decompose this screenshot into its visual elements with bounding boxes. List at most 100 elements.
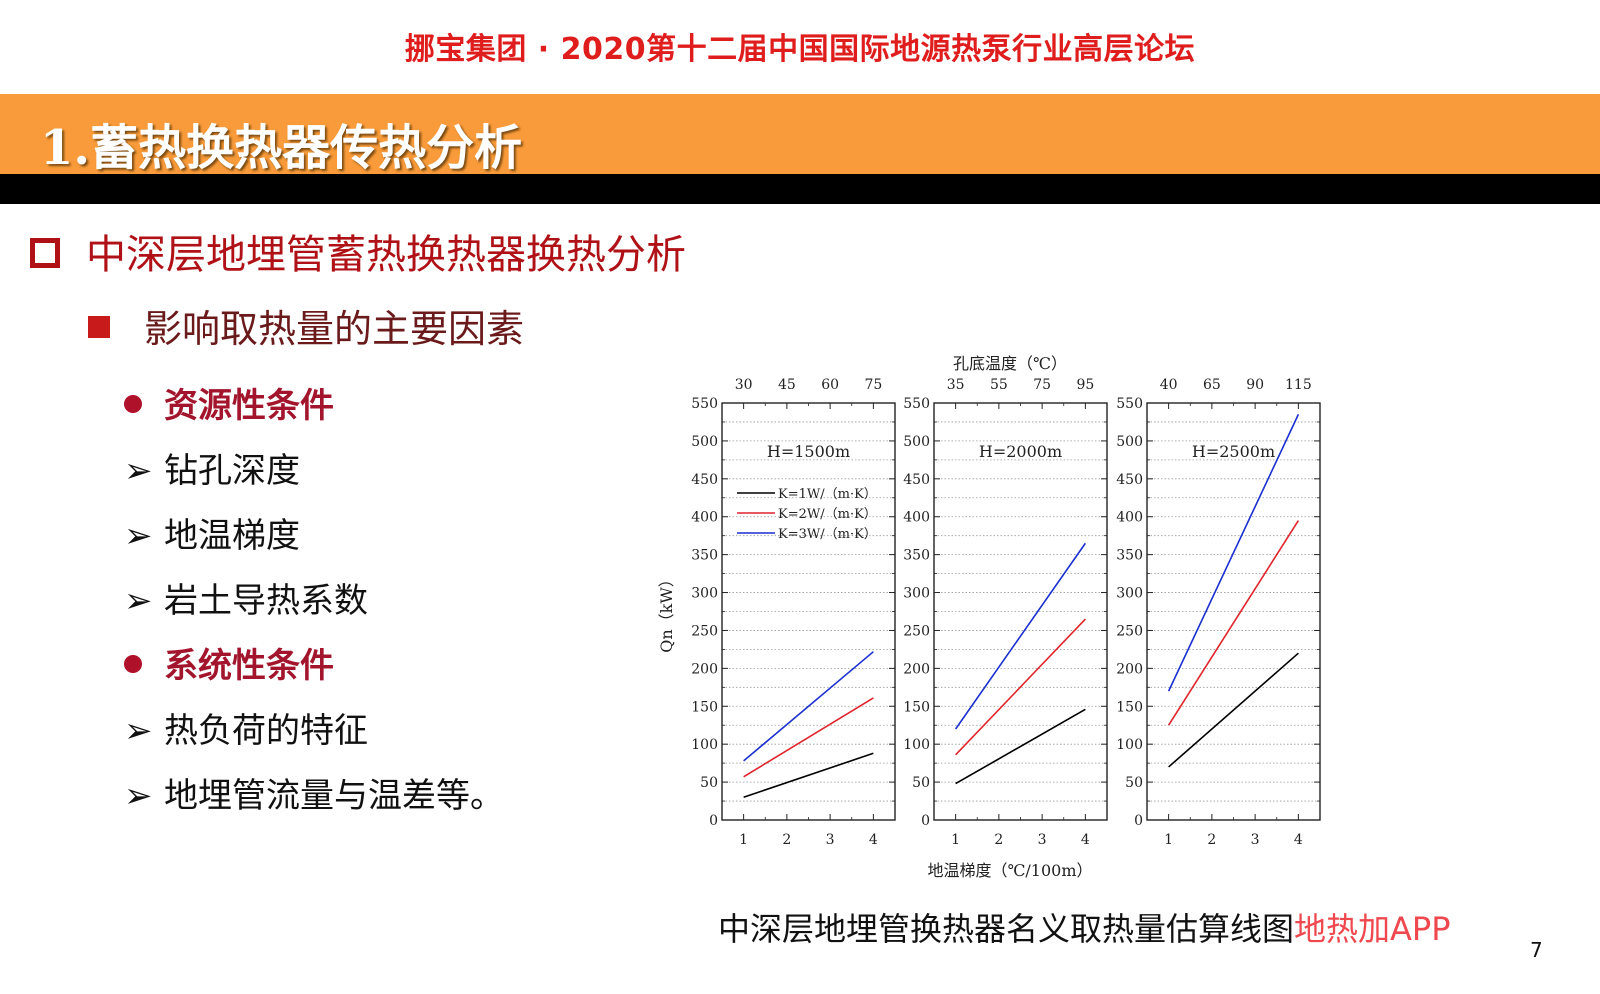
top-tick-label: 65 [1203, 377, 1221, 393]
x-tick-label: 3 [826, 832, 835, 848]
y-tick-label: 450 [903, 472, 930, 488]
y-tick-label: 50 [1125, 775, 1143, 791]
watermark: 地热加APP [1294, 910, 1451, 948]
y-tick-label: 0 [921, 813, 930, 829]
y-tick-label: 400 [1116, 510, 1143, 526]
x-tick-label: 2 [1207, 832, 1216, 848]
y-tick-label: 500 [691, 434, 718, 450]
series-line [1167, 520, 1300, 726]
series-line [743, 697, 874, 778]
main-heading: 中深层地埋管蓄热换热器换热分析 [30, 222, 686, 280]
y-tick-label: 400 [691, 510, 718, 526]
arrow-bullet-icon: ➢ [124, 776, 153, 816]
dot-bullet-icon [124, 394, 142, 413]
x-tick-label: 4 [869, 832, 878, 848]
panel-title: H=2500m [1192, 442, 1275, 461]
arrow-bullet-icon: ➢ [124, 711, 153, 751]
list-item: 系统性条件 [124, 638, 334, 687]
y-tick-label: 350 [1116, 548, 1143, 564]
y-tick-label: 550 [1116, 396, 1143, 412]
top-tick-label: 115 [1285, 377, 1312, 393]
y-tick-label: 300 [691, 586, 718, 602]
top-tick-label: 55 [990, 377, 1008, 393]
top-axis-label: 孔底温度（℃） [953, 354, 1067, 373]
panel-title: H=1500m [767, 442, 850, 461]
y-tick-label: 0 [1134, 813, 1143, 829]
sub-heading-text: 影响取热量的主要因素 [144, 307, 525, 351]
y-axis-label: Qn（kW） [657, 571, 676, 653]
top-tick-label: 60 [821, 377, 839, 393]
y-tick-label: 100 [691, 737, 718, 753]
y-tick-label: 300 [1116, 586, 1143, 602]
x-axis-label: 地温梯度（℃/100m） [927, 861, 1092, 880]
list-item: ➢ 钻孔深度 [124, 451, 300, 491]
series-line [743, 651, 874, 762]
series-line [1168, 652, 1299, 768]
y-tick-label: 500 [903, 434, 930, 450]
y-tick-label: 200 [1116, 661, 1143, 677]
y-tick-label: 250 [903, 623, 930, 639]
x-tick-label: 3 [1038, 832, 1047, 848]
y-tick-label: 550 [903, 396, 930, 412]
hollow-square-bullet-icon [30, 238, 60, 268]
filled-square-bullet-icon [88, 315, 110, 338]
top-tick-label: 45 [778, 377, 796, 393]
series-line [955, 618, 1086, 756]
legend-label: K=2W/（m·K） [778, 507, 877, 522]
y-tick-label: 550 [691, 396, 718, 412]
y-tick-label: 100 [1116, 737, 1143, 753]
x-tick-label: 2 [782, 832, 791, 848]
legend-label: K=1W/（m·K） [778, 487, 877, 502]
list-item: ➢ 热负荷的特征 [124, 711, 368, 751]
y-tick-label: 0 [709, 813, 718, 829]
x-tick-label: 4 [1081, 832, 1090, 848]
x-tick-label: 1 [739, 832, 748, 848]
x-tick-label: 1 [1164, 832, 1173, 848]
y-tick-label: 300 [903, 586, 930, 602]
top-tick-label: 75 [1033, 377, 1051, 393]
title-band [0, 94, 1600, 174]
top-tick-label: 75 [864, 377, 882, 393]
dot-bullet-icon [124, 654, 142, 673]
series-line [1167, 414, 1300, 692]
top-tick-label: 35 [947, 377, 965, 393]
top-tick-label: 30 [735, 377, 753, 393]
x-tick-label: 2 [994, 832, 1003, 848]
y-tick-label: 100 [903, 737, 930, 753]
y-tick-label: 350 [691, 548, 718, 564]
series-line [954, 542, 1087, 730]
x-tick-label: 1 [951, 832, 960, 848]
list-item: ➢ 地埋管流量与温差等。 [124, 776, 504, 816]
y-tick-label: 150 [691, 699, 718, 715]
section-title: 1.蓄热换热器传热分析 [40, 120, 523, 176]
panel-title: H=2000m [979, 442, 1062, 461]
y-tick-label: 200 [691, 661, 718, 677]
y-tick-label: 50 [700, 775, 718, 791]
y-tick-label: 50 [912, 775, 930, 791]
top-tick-label: 90 [1246, 377, 1264, 393]
sub-heading: 影响取热量的主要因素 [88, 298, 524, 353]
page-number: 7 [1530, 938, 1543, 962]
list-item: ➢ 岩土导热系数 [124, 581, 368, 621]
y-tick-label: 400 [903, 510, 930, 526]
arrow-bullet-icon: ➢ [124, 451, 153, 491]
y-tick-label: 500 [1116, 434, 1143, 450]
y-tick-label: 250 [691, 623, 718, 639]
legend-label: K=3W/（m·K） [778, 527, 877, 542]
title-underline-band [0, 174, 1600, 204]
y-tick-label: 200 [903, 661, 930, 677]
top-tick-label: 95 [1076, 377, 1094, 393]
y-tick-label: 350 [903, 548, 930, 564]
list-item: ➢ 地温梯度 [124, 516, 300, 556]
arrow-bullet-icon: ➢ [124, 581, 153, 621]
figure-caption: 中深层地埋管换热器名义取热量估算线图地热加APP [718, 904, 1451, 950]
series-line [955, 708, 1086, 785]
y-tick-label: 250 [1116, 623, 1143, 639]
y-tick-label: 450 [1116, 472, 1143, 488]
arrow-bullet-icon: ➢ [124, 516, 153, 556]
top-tick-label: 40 [1160, 377, 1178, 393]
y-tick-label: 150 [1116, 699, 1143, 715]
y-tick-label: 150 [903, 699, 930, 715]
x-tick-label: 3 [1251, 832, 1260, 848]
